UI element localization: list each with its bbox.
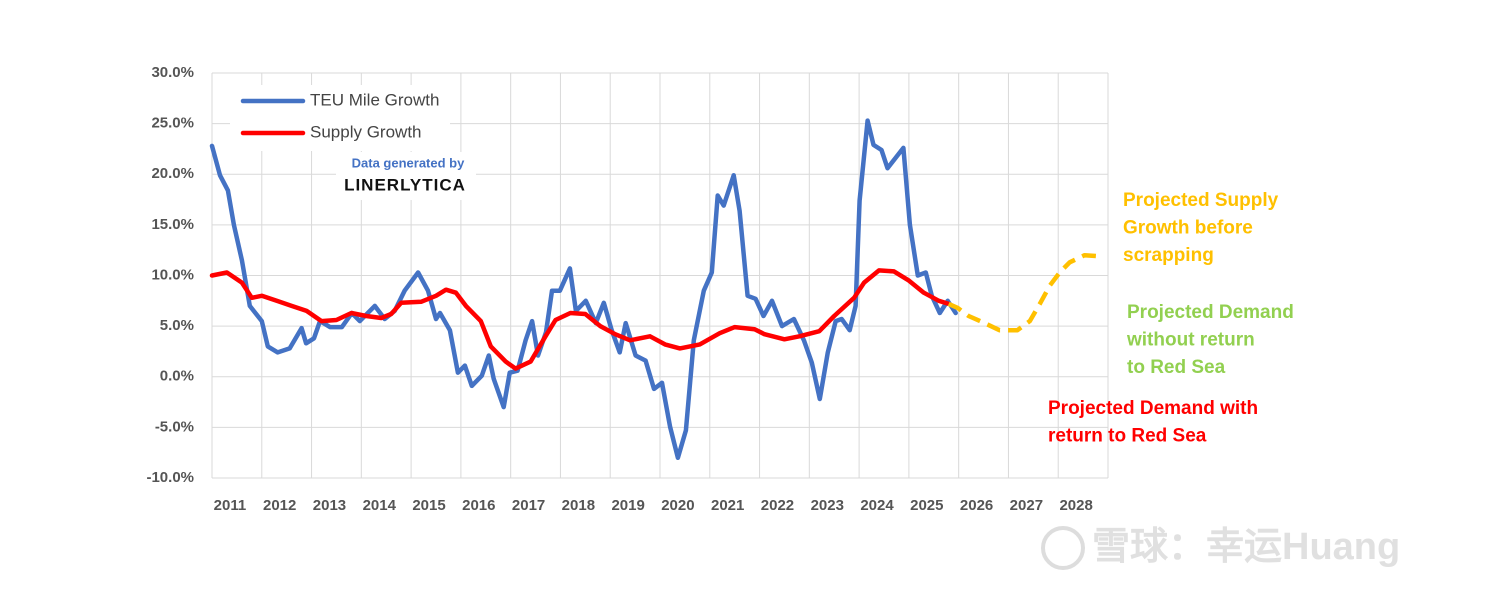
source-caption: Data generated by xyxy=(352,155,465,170)
y-tick-label: 30.0% xyxy=(151,64,194,81)
annotation: to Red Sea xyxy=(1127,357,1226,378)
y-tick-label: 25.0% xyxy=(151,115,194,132)
y-tick-label: -10.0% xyxy=(146,469,194,486)
watermark: 雪球：幸运Huang xyxy=(1092,526,1400,568)
annotation: return to Red Sea xyxy=(1048,426,1207,447)
x-tick-label: 2016 xyxy=(462,497,495,514)
x-tick-label: 2021 xyxy=(711,497,744,514)
x-tick-label: 2018 xyxy=(562,497,595,514)
watermark-logo xyxy=(1041,526,1085,570)
legend-label: TEU Mile Growth xyxy=(310,90,439,109)
x-tick-label: 2019 xyxy=(611,497,644,514)
x-tick-label: 2024 xyxy=(860,497,894,514)
series-line xyxy=(209,118,958,461)
y-tick-label: -5.0% xyxy=(155,418,194,435)
x-tick-label: 2023 xyxy=(811,497,844,514)
y-tick-label: 5.0% xyxy=(160,317,194,334)
x-tick-label: 2022 xyxy=(761,497,794,514)
y-tick-label: 10.0% xyxy=(151,266,194,283)
x-tick-label: 2026 xyxy=(960,497,993,514)
series-line xyxy=(947,252,1100,333)
x-tick-label: 2011 xyxy=(214,497,247,514)
annotation: Projected Demand xyxy=(1127,302,1294,323)
x-tick-label: 2015 xyxy=(412,497,445,514)
x-tick-label: 2014 xyxy=(363,497,397,514)
annotation: Projected Demand with xyxy=(1048,398,1258,419)
annotation: Growth before xyxy=(1123,218,1253,239)
source-name: LINERLYTICA xyxy=(344,175,466,194)
series-line xyxy=(209,268,951,371)
annotation: scrapping xyxy=(1123,245,1214,266)
annotation: Projected Supply xyxy=(1123,190,1279,211)
y-tick-label: 0.0% xyxy=(160,368,194,385)
x-tick-label: 2017 xyxy=(512,497,545,514)
y-tick-label: 20.0% xyxy=(151,165,194,182)
annotation: without return xyxy=(1126,330,1255,351)
x-tick-label: 2020 xyxy=(661,497,694,514)
legend-box xyxy=(230,85,450,151)
x-tick-label: 2013 xyxy=(313,497,346,514)
source-box xyxy=(336,152,476,200)
x-tick-label: 2025 xyxy=(910,497,943,514)
x-tick-label: 2027 xyxy=(1010,497,1043,514)
y-tick-label: 15.0% xyxy=(151,216,194,233)
legend-label: Supply Growth xyxy=(310,122,422,141)
x-tick-label: 2012 xyxy=(263,497,296,514)
x-tick-label: 2028 xyxy=(1059,497,1092,514)
